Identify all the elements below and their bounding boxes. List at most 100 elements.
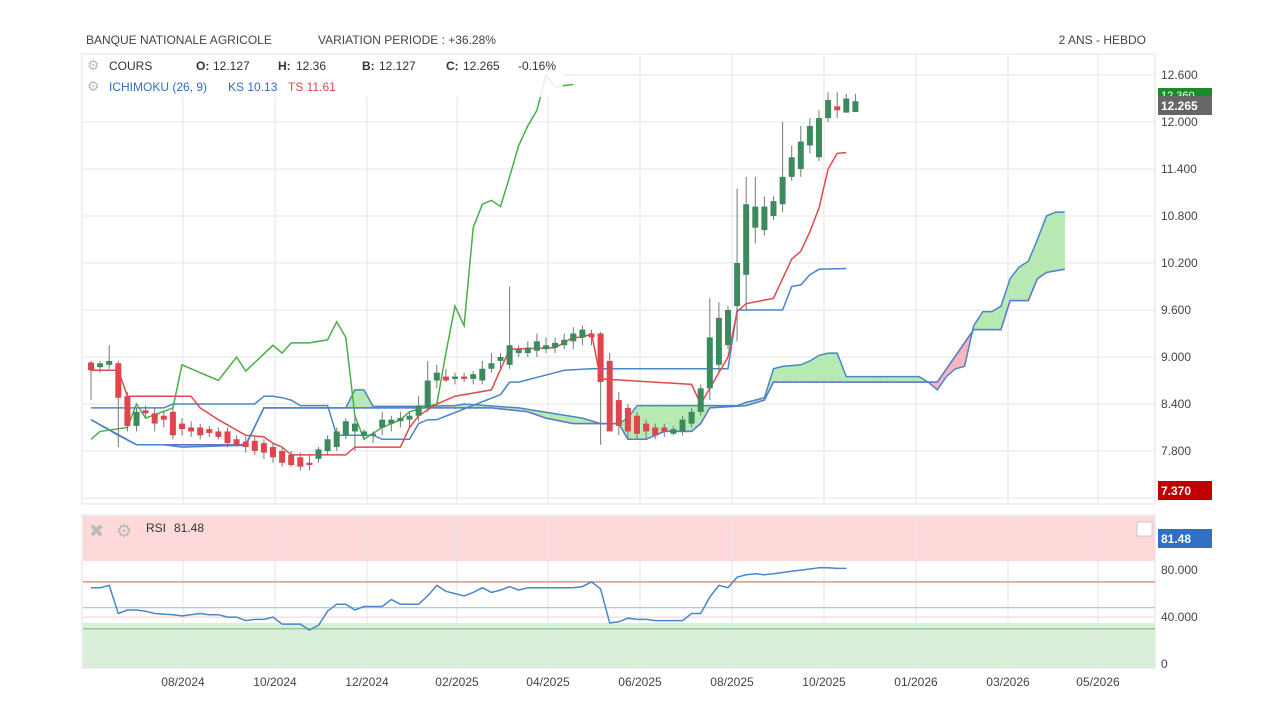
candle-down (188, 427, 195, 432)
cloud-segment (866, 376, 870, 383)
grid-layer (83, 55, 1155, 503)
candle-down (206, 429, 213, 433)
cloud-segment (1044, 215, 1047, 275)
cloud-segment (784, 365, 788, 383)
candle-up (342, 421, 349, 436)
cloud-segment (896, 376, 899, 383)
cours-gear-icon[interactable]: ⚙ (87, 57, 100, 73)
chart-title: BANQUE NATIONALE AGRICOLE (86, 33, 272, 47)
cloud-segment (987, 311, 990, 330)
close-value: 12.265 (463, 59, 500, 73)
senkou-span-a-line (90, 211, 1065, 448)
cloud-segment (1046, 214, 1049, 273)
cloud-segment (889, 376, 892, 383)
candle-down (142, 410, 149, 414)
candle-up (106, 360, 113, 365)
candle-up (706, 337, 713, 389)
candle-up (333, 431, 340, 448)
cloud-segment (852, 376, 856, 383)
cloud-segment (1041, 221, 1045, 276)
ichimoku-lines (90, 73, 1065, 456)
cloud-segment (782, 365, 786, 383)
price-tags: 12.360 12.265 7.370 (1158, 88, 1212, 504)
candle-up (415, 405, 422, 416)
change-value: -0.16% (518, 59, 556, 73)
candle-up (670, 429, 677, 434)
candlestick-series (88, 92, 859, 471)
candle-down (279, 451, 286, 463)
candle-up (852, 101, 859, 113)
cloud-segment (802, 362, 806, 383)
candle-down (224, 431, 231, 444)
rsi-maximize-icon[interactable] (1136, 521, 1153, 537)
cloud-segment (859, 376, 863, 383)
candle-up (679, 419, 686, 432)
cloud-segment (811, 357, 815, 383)
candle-up (506, 345, 513, 365)
cloud-segment (807, 360, 811, 383)
candle-down (260, 443, 267, 453)
candle-up (533, 341, 540, 351)
cloud-segment (1019, 265, 1022, 301)
cloud-segment (1025, 261, 1029, 301)
cloud-segment (1021, 263, 1024, 301)
rsi-close-icon[interactable]: ✖ (89, 521, 104, 542)
senkou-span-b-dashed-line (263, 268, 1065, 440)
cloud-segment (989, 311, 993, 330)
cloud-segment (1014, 269, 1018, 301)
candle-up (324, 439, 331, 451)
cloud-segment (356, 389, 360, 409)
candle-up (497, 357, 504, 361)
cloud-segment (668, 405, 672, 432)
candle-down (606, 360, 613, 432)
rsi-gear-icon[interactable]: ⚙ (116, 521, 132, 542)
high-value: 12.36 (296, 59, 326, 73)
cloud-segment (982, 311, 986, 330)
candle-up (688, 411, 695, 424)
price-legend: ⚙ COURS O: 12.127 H: 12.36 B: 12.127 C: … (83, 55, 563, 97)
rsi-pane-frame (81, 514, 1156, 669)
time-tick-label: 03/2026 (986, 675, 1030, 689)
cloud-segment (1059, 211, 1063, 271)
last-price-tag (1158, 96, 1212, 115)
open-value: 12.127 (213, 59, 250, 73)
cloud-segment (848, 376, 852, 383)
cloud-segment (791, 365, 795, 383)
candle-up (488, 363, 495, 369)
rsi-value-tag-label: 81.48 (1161, 532, 1191, 546)
time-axis: 08/2024 10/2024 12/2024 02/2025 04/2025 06/20… (161, 675, 1120, 689)
candle-up (379, 419, 386, 428)
cloud-segment (884, 376, 888, 383)
candle-up (715, 317, 722, 365)
candle-up (734, 263, 741, 307)
candle-up (843, 98, 850, 113)
candle-up (561, 339, 568, 346)
price-tick-label: 7.800 (1161, 444, 1191, 458)
kijun-sen-line (91, 267, 847, 441)
candle-up (315, 449, 322, 459)
rsi-label: RSI (146, 521, 166, 535)
candle-down (160, 415, 167, 420)
low-label: B: (362, 59, 375, 73)
price-tick-label: 10.800 (1161, 209, 1198, 223)
candle-up (752, 206, 759, 228)
last-price-tag-label: 12.265 (1161, 99, 1198, 113)
cloud-segment (798, 364, 801, 383)
cloud-segment (887, 376, 890, 383)
cloud-segment (996, 307, 999, 330)
cloud-segment (361, 389, 365, 409)
cloud-segment (850, 376, 854, 383)
cloud-segment (1016, 266, 1020, 301)
cloud-segment (907, 376, 911, 383)
close-label: C: (446, 59, 459, 73)
candle-up (97, 363, 104, 368)
cloud-segment (871, 376, 874, 383)
open-label: O: (196, 59, 209, 73)
cloud-segment (832, 352, 836, 383)
period-selector[interactable]: 2 ANS - HEBDO (1058, 33, 1146, 47)
ichimoku-gear-icon[interactable]: ⚙ (87, 78, 100, 94)
candle-down (643, 423, 650, 432)
candle-up (570, 333, 577, 342)
price-tick-label: 11.400 (1161, 162, 1197, 176)
